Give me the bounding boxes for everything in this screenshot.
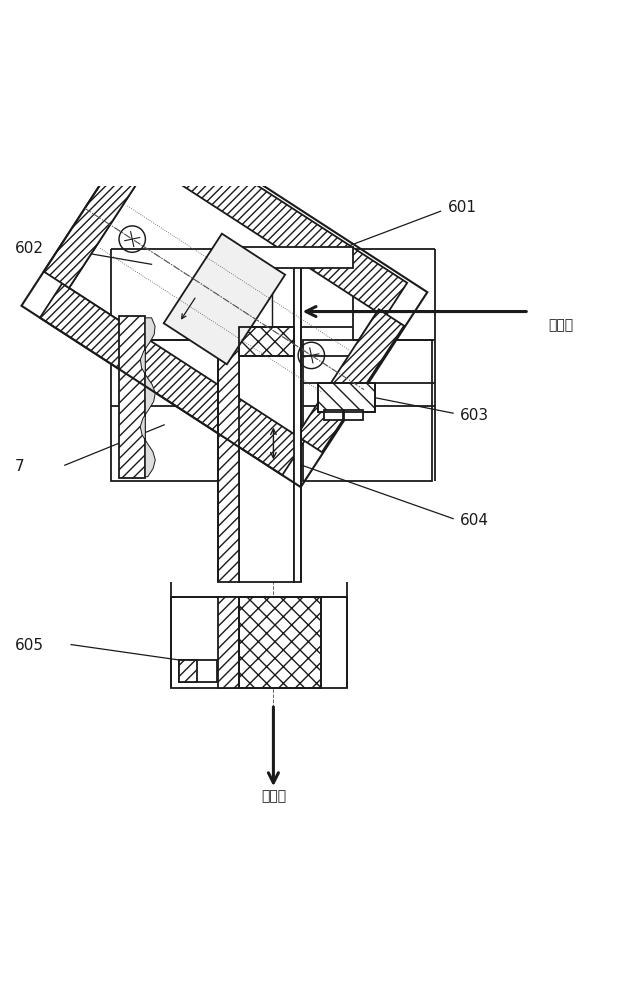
Text: 605: 605 [15, 638, 44, 653]
Bar [240, 597, 321, 688]
Bar [111, 340, 246, 481]
Polygon shape [44, 145, 151, 288]
Bar [179, 660, 198, 682]
Polygon shape [40, 283, 305, 475]
Bar [324, 410, 343, 420]
Bar [303, 340, 432, 481]
Bar [171, 597, 347, 688]
Text: 7: 7 [15, 459, 25, 474]
Bar [240, 249, 293, 582]
Text: 激光束: 激光束 [548, 318, 573, 332]
Bar [218, 597, 240, 688]
Bar [293, 249, 301, 582]
Bar [318, 383, 375, 412]
Bar [119, 316, 145, 478]
Bar [218, 247, 353, 268]
Polygon shape [140, 318, 155, 477]
Bar [218, 249, 240, 582]
Bar [240, 597, 321, 688]
Bar [345, 410, 363, 420]
Text: 603: 603 [460, 408, 489, 423]
Text: 604: 604 [460, 513, 489, 528]
Text: 601: 601 [447, 200, 476, 215]
Bar [240, 327, 293, 356]
Bar [179, 660, 218, 682]
Polygon shape [69, 161, 379, 436]
Bar [240, 327, 293, 356]
Text: 602: 602 [15, 241, 44, 256]
Bar [318, 383, 375, 412]
Polygon shape [163, 234, 285, 364]
Text: 激光束: 激光束 [261, 789, 286, 803]
Polygon shape [297, 309, 404, 452]
Polygon shape [143, 125, 407, 317]
